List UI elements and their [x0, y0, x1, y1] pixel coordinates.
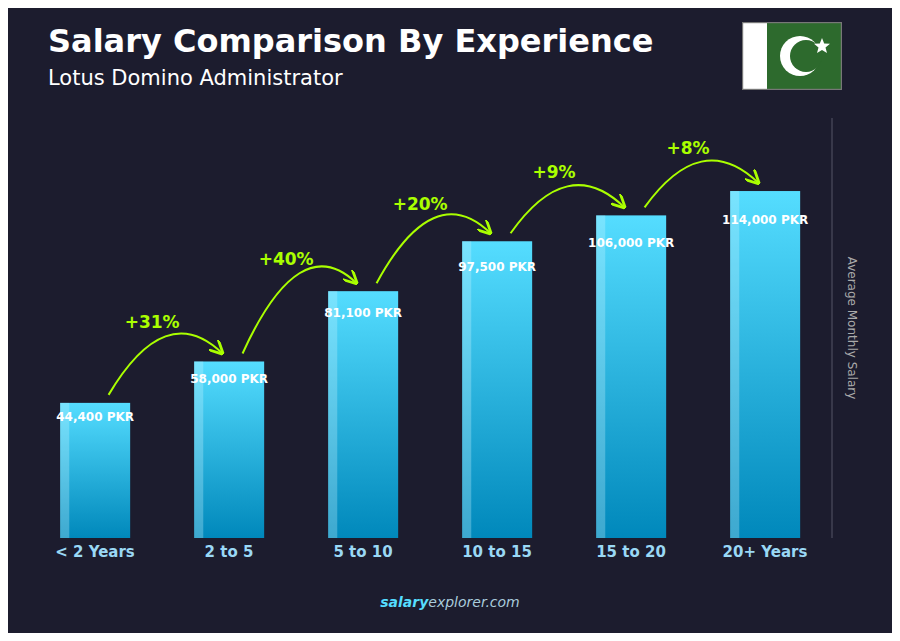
- svg-text:5 to 10: 5 to 10: [333, 543, 392, 561]
- svg-text:+31%: +31%: [125, 312, 180, 332]
- svg-text:2 to 5: 2 to 5: [205, 543, 254, 561]
- svg-text:81,100 PKR: 81,100 PKR: [324, 306, 402, 320]
- html-text:Lotus Domino Administrator: Lotus Domino Administrator: [48, 66, 343, 90]
- svg-text:97,500 PKR: 97,500 PKR: [458, 260, 536, 274]
- svg-text:+9%: +9%: [533, 162, 576, 182]
- svg-text:114,000 PKR: 114,000 PKR: [722, 213, 808, 227]
- svg-text:20+ Years: 20+ Years: [723, 543, 808, 561]
- svg-text:+20%: +20%: [393, 194, 448, 214]
- svg-text:+8%: +8%: [667, 138, 710, 158]
- svg-text:10 to 15: 10 to 15: [462, 543, 532, 561]
- svg-text:< 2 Years: < 2 Years: [55, 543, 135, 561]
- svg-text:44,400 PKR: 44,400 PKR: [56, 410, 134, 424]
- svg-text:Average Monthly Salary: Average Monthly Salary: [845, 257, 859, 400]
- html-text:Salary Comparison By Experienc: Salary Comparison By Experience: [48, 22, 654, 60]
- svg-text:+40%: +40%: [259, 249, 314, 269]
- svg-text:58,000 PKR: 58,000 PKR: [190, 372, 268, 386]
- svg-text:15 to 20: 15 to 20: [596, 543, 666, 561]
- svg-text:106,000 PKR: 106,000 PKR: [588, 236, 674, 250]
- html-text:salary explorer.com: salary explorer.com: [380, 594, 520, 610]
